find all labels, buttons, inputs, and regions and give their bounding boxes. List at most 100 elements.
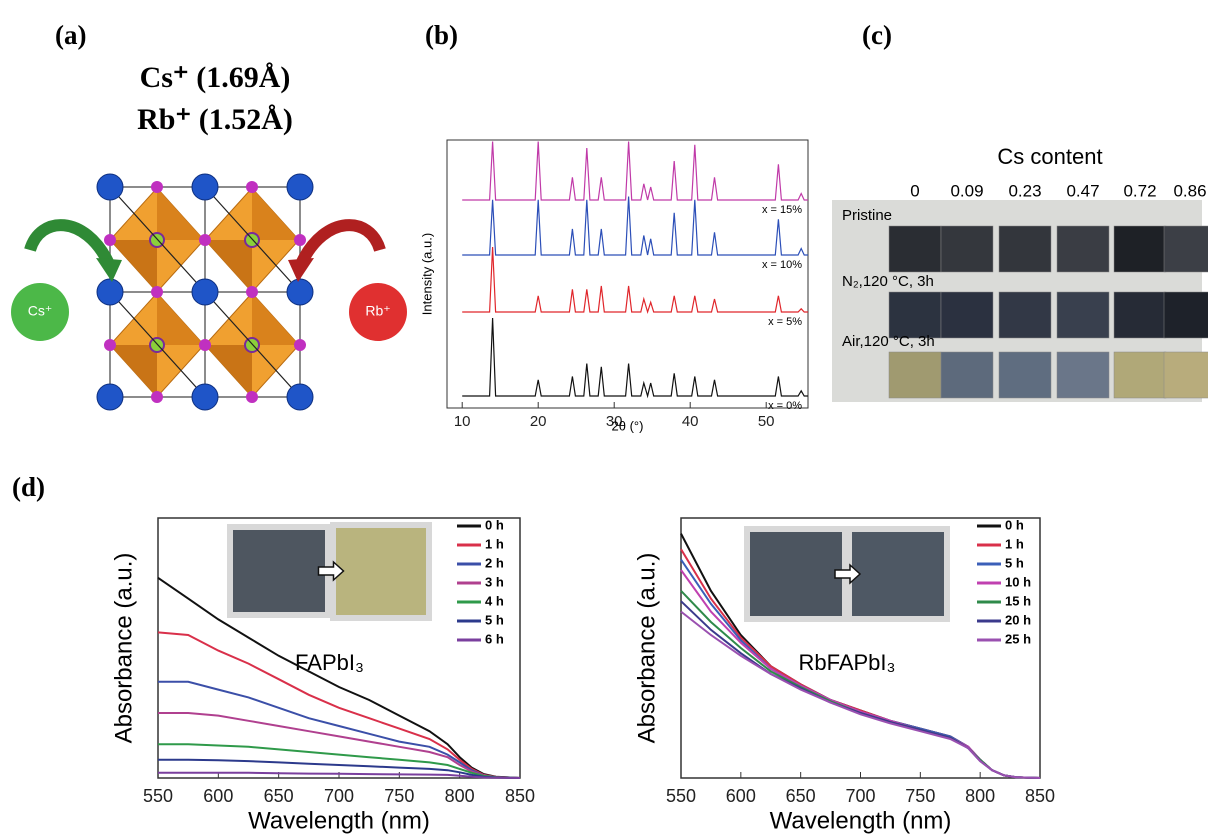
x-tick-label: 750 xyxy=(905,786,935,806)
sample-film xyxy=(941,352,993,398)
x-tick-label: 10 xyxy=(454,413,471,430)
x-site xyxy=(151,391,163,403)
panel-label: (c) xyxy=(862,20,892,50)
legend-label: 0 h xyxy=(485,517,504,532)
ion-radius: Cs⁺ (1.69Å) xyxy=(140,61,291,94)
x-tick-label: 800 xyxy=(445,786,475,806)
y-axis-label: Absorbance (a.u.) xyxy=(110,553,137,744)
sample-film xyxy=(941,292,993,338)
y-axis-label: Intensity (a.u.) xyxy=(419,233,434,315)
sample-film xyxy=(1164,352,1208,398)
column-label: 0.86 xyxy=(1173,181,1206,200)
legend-label: 4 h xyxy=(485,593,504,608)
y-axis-label: Absorbance (a.u.) xyxy=(633,553,660,744)
sample-film xyxy=(889,226,941,272)
series-label: x = 10% xyxy=(762,259,802,271)
sample-film xyxy=(941,226,993,272)
arrow xyxy=(30,225,108,262)
x-site xyxy=(199,234,211,246)
x-tick-label: 550 xyxy=(143,786,173,806)
x-tick-label: 750 xyxy=(384,786,414,806)
column-label: 0 xyxy=(910,181,919,200)
sample-film xyxy=(999,352,1051,398)
sample-film xyxy=(1057,352,1109,398)
x-site xyxy=(151,286,163,298)
legend-label: 1 h xyxy=(1005,536,1024,551)
x-site xyxy=(246,286,258,298)
panel-label: (b) xyxy=(425,20,458,50)
photo-title: Cs content xyxy=(997,144,1102,169)
sample-film xyxy=(1114,226,1166,272)
x-tick-label: 20 xyxy=(530,413,547,430)
legend-label: 6 h xyxy=(485,631,504,646)
inset-film xyxy=(750,532,842,616)
sample-photo: Cs content 0 0.09 0.23 0.47 0.72 0.86 Pristine N… xyxy=(832,144,1208,402)
x-tick-label: 600 xyxy=(203,786,233,806)
ion-label: Cs⁺ xyxy=(28,303,53,319)
arrow-head xyxy=(96,258,122,282)
x-site xyxy=(294,339,306,351)
x-site xyxy=(151,181,163,193)
a-site xyxy=(192,174,218,200)
ion-radius: Rb⁺ (1.52Å) xyxy=(137,103,293,136)
x-site xyxy=(104,234,116,246)
a-site xyxy=(287,384,313,410)
series-line xyxy=(462,197,808,256)
ion-label: Rb⁺ xyxy=(365,303,390,319)
x-axis-label: Wavelength (nm) xyxy=(770,807,952,834)
sample-film xyxy=(1164,226,1208,272)
legend-label: 5 h xyxy=(485,612,504,627)
x-tick-label: 50 xyxy=(758,413,775,430)
x-site xyxy=(104,339,116,351)
a-site xyxy=(97,174,123,200)
panel-label: (a) xyxy=(55,20,86,50)
column-label: 0.47 xyxy=(1066,181,1099,200)
x-tick-label: 850 xyxy=(505,786,535,806)
legend-label: 20 h xyxy=(1005,612,1031,627)
inset-film xyxy=(336,528,426,615)
legend-label: 10 h xyxy=(1005,574,1031,589)
x-site xyxy=(246,181,258,193)
column-label: 0.09 xyxy=(950,181,983,200)
x-tick-label: 700 xyxy=(845,786,875,806)
legend-label: 2 h xyxy=(485,555,504,570)
a-site xyxy=(97,384,123,410)
sample-film xyxy=(1114,292,1166,338)
x-tick-label: 650 xyxy=(786,786,816,806)
a-site xyxy=(287,174,313,200)
panel-label: (d) xyxy=(12,472,45,502)
series-line xyxy=(462,318,808,396)
sample-film xyxy=(1057,292,1109,338)
x-axis-label: Wavelength (nm) xyxy=(248,807,430,834)
column-label: 0.23 xyxy=(1008,181,1041,200)
legend-label: 1 h xyxy=(485,536,504,551)
legend-label: 5 h xyxy=(1005,555,1024,570)
legend-label: 25 h xyxy=(1005,631,1031,646)
x-tick-label: 700 xyxy=(324,786,354,806)
inset-film xyxy=(852,532,944,616)
x-tick-label: 650 xyxy=(264,786,294,806)
row-label: Pristine xyxy=(842,207,892,224)
series-label: x = 5% xyxy=(768,316,802,328)
plot-frame xyxy=(447,140,808,408)
x-site xyxy=(246,391,258,403)
row-label: Air,120 °C, 3h xyxy=(842,333,935,350)
x-tick-label: 550 xyxy=(666,786,696,806)
series-label: x = 0% xyxy=(768,400,802,412)
inset-film xyxy=(233,530,325,612)
x-tick-label: 800 xyxy=(965,786,995,806)
series-label: x = 15% xyxy=(762,204,802,216)
sample-film xyxy=(889,352,941,398)
a-site xyxy=(97,279,123,305)
legend-label: 3 h xyxy=(485,574,504,589)
a-site xyxy=(192,384,218,410)
legend-label: 0 h xyxy=(1005,517,1024,532)
column-label: 0.72 xyxy=(1123,181,1156,200)
figure: (a) (b) (c) (d) Cs⁺ (1.69Å) Rb⁺ (1.52Å) … xyxy=(0,0,1208,836)
row-label: N₂,120 °C, 3h xyxy=(842,273,934,290)
x-site xyxy=(294,234,306,246)
x-site xyxy=(199,339,211,351)
sample-film xyxy=(1114,352,1166,398)
annotation: RbFAPbI₃ xyxy=(798,650,895,675)
sample-film xyxy=(1164,292,1208,338)
